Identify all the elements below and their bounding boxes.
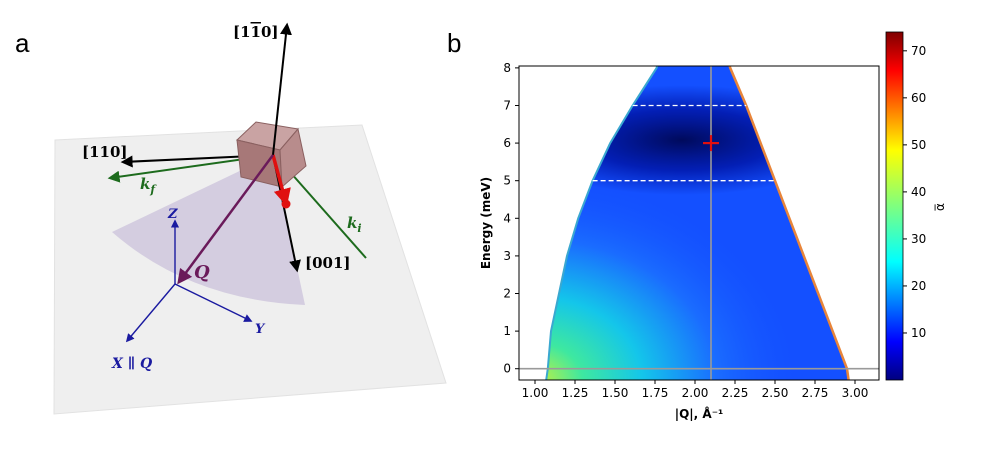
x-axis-label: |Q|, Å⁻¹ — [675, 406, 724, 421]
colorbar-tick-label: 70 — [911, 44, 926, 58]
label-1-10: [110] — [233, 23, 279, 41]
colorbar-label: α̅ — [933, 203, 947, 212]
scattering-geometry-diagram: [110] [110] [001] kf ki Q Z Y X ∥ Q — [53, 22, 447, 415]
y-tick-label: 0 — [503, 362, 511, 376]
label-110: [110] — [82, 143, 128, 161]
y-tick-label: 8 — [503, 61, 511, 75]
label-001: [001] — [305, 254, 351, 272]
y-tick-label: 5 — [503, 174, 511, 188]
energy-q-heatmap: 1.00 1.25 1.50 1.75 2.00 2.25 2.50 2.75 3.00 0 1 2… — [479, 31, 947, 421]
y-axis-ticks: 0 1 2 3 4 5 6 7 8 — [503, 61, 519, 376]
y-axis — [174, 283, 253, 322]
y-tick-label: 4 — [503, 211, 511, 225]
colorbar-tick-label: 60 — [911, 91, 926, 105]
y-tick-label: 3 — [503, 249, 511, 263]
label-x-parallel-q: X ∥ Q — [111, 356, 152, 372]
plot-frame — [518, 65, 880, 381]
label-q: Q — [194, 262, 210, 283]
y-tick-label: 2 — [503, 287, 511, 301]
colorbar-tick-label: 30 — [911, 232, 926, 246]
y-tick-label: 7 — [503, 98, 511, 112]
x-axis — [125, 283, 176, 343]
label-ki: ki — [347, 214, 362, 235]
x-tick-label: 1.75 — [642, 386, 669, 400]
colorbar-ticks: 10 20 30 40 50 60 70 — [903, 44, 926, 340]
x-tick-label: 3.00 — [842, 386, 869, 400]
direction-1-10-arrow — [272, 22, 292, 156]
x-tick-label: 2.00 — [682, 386, 709, 400]
x-tick-label: 2.75 — [802, 386, 829, 400]
x-axis-ticks: 1.00 1.25 1.50 1.75 2.00 2.25 2.50 2.75 3.00 — [522, 380, 869, 400]
y-tick-label: 1 — [503, 324, 511, 338]
colorbar-tick-label: 20 — [911, 279, 926, 293]
colorbar-tick-label: 40 — [911, 185, 926, 199]
x-tick-label: 2.50 — [762, 386, 789, 400]
highlight-arrow — [271, 154, 291, 207]
x-tick-label: 1.25 — [562, 386, 589, 400]
upper-boundary-line — [728, 66, 850, 380]
highlight-tip — [281, 199, 291, 209]
panel-a-label: a — [15, 28, 30, 58]
lower-boundary-line — [545, 66, 659, 380]
panel-b-label: b — [447, 28, 462, 58]
colorbar — [885, 31, 904, 381]
label-z: Z — [167, 207, 178, 222]
label-y: Y — [255, 322, 266, 337]
x-tick-label: 1.50 — [602, 386, 629, 400]
x-tick-label: 1.00 — [522, 386, 549, 400]
colorbar-tick-label: 50 — [911, 138, 926, 152]
y-tick-label: 6 — [503, 136, 511, 150]
x-tick-label: 2.25 — [722, 386, 749, 400]
colorbar-tick-label: 10 — [911, 326, 926, 340]
detector-sector — [112, 155, 305, 305]
q-vector — [177, 154, 275, 285]
label-kf: kf — [140, 175, 157, 196]
crystal-cube — [235, 121, 307, 189]
y-axis-label: Energy (meV) — [479, 177, 493, 269]
marker-cross — [703, 135, 719, 152]
